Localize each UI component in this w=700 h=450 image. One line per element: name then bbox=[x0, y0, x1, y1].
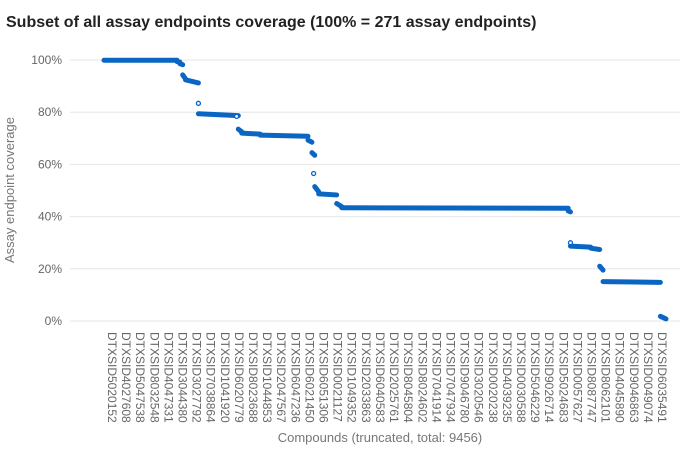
x-axis-title: Compounds (truncated, total: 9456) bbox=[278, 430, 483, 445]
data-point-cluster bbox=[565, 208, 573, 215]
x-tick-label: DTXSID6040583 bbox=[373, 332, 387, 423]
data-point-cluster bbox=[597, 263, 606, 273]
x-tick-label: DTXSID7038864 bbox=[204, 332, 218, 423]
x-tick-label: DTXSID4047331 bbox=[161, 332, 175, 423]
x-tick-label: DTXSID6035491 bbox=[655, 332, 669, 423]
x-tick-label: DTXSID8062101 bbox=[599, 332, 613, 423]
data-point-cluster bbox=[257, 132, 311, 139]
data-series bbox=[101, 57, 669, 322]
data-point-cluster bbox=[177, 61, 186, 68]
data-point-cluster bbox=[305, 137, 315, 145]
x-tick-label: DTXSID1049352 bbox=[345, 332, 359, 423]
x-tick-label: DTXSID6020779 bbox=[232, 332, 246, 423]
x-tick-label: DTXSID0030588 bbox=[514, 332, 528, 423]
data-point-cluster bbox=[182, 77, 201, 86]
chart-title: Subset of all assay endpoints coverage (… bbox=[6, 14, 537, 31]
y-tick-label: 60% bbox=[38, 157, 62, 171]
x-tick-label: DTXSID2033863 bbox=[359, 332, 373, 423]
gridlines bbox=[70, 59, 680, 322]
y-tick-label: 100% bbox=[31, 53, 62, 67]
x-tick-label: DTXSID0020238 bbox=[486, 332, 500, 423]
x-tick-label: DTXSID3020546 bbox=[472, 332, 486, 423]
data-point-cluster bbox=[312, 184, 322, 195]
data-point-cluster bbox=[239, 130, 263, 137]
x-tick-label: DTXSID6021450 bbox=[302, 332, 316, 423]
x-tick-label: DTXSID1044853 bbox=[260, 332, 274, 423]
x-tick-label: DTXSID4027608 bbox=[119, 332, 133, 423]
x-tick-label: DTXSID6047236 bbox=[288, 332, 302, 423]
x-tick-label: DTXSID0057627 bbox=[570, 332, 584, 423]
data-point-cluster bbox=[316, 191, 340, 198]
x-tick-label: DTXSID5046229 bbox=[528, 332, 542, 423]
x-tick-label: DTXSID8023688 bbox=[246, 332, 260, 423]
x-tick-label: DTXSID0021127 bbox=[331, 332, 345, 422]
data-point-cluster bbox=[657, 313, 669, 322]
x-tick-label: DTXSID0049074 bbox=[641, 332, 655, 423]
x-tick-label: DTXSID9026714 bbox=[542, 332, 556, 423]
x-tick-label: DTXSID3044380 bbox=[176, 332, 190, 423]
x-tick-label: DTXSID8032548 bbox=[147, 332, 161, 423]
x-tick-label: DTXSID2047567 bbox=[274, 332, 288, 423]
x-tick-label: DTXSID5020152 bbox=[105, 332, 119, 423]
x-tick-label: DTXSID4045890 bbox=[613, 332, 627, 423]
x-tick-label: DTXSID3027792 bbox=[190, 332, 204, 423]
y-axis-title: Assay endpoint coverage bbox=[2, 117, 17, 263]
x-tick-label: DTXSID8087747 bbox=[585, 332, 599, 423]
x-tick-label: DTXSID7047934 bbox=[444, 332, 458, 423]
x-tick-label: DTXSID2025761 bbox=[387, 332, 401, 423]
data-point-cluster bbox=[309, 150, 318, 158]
data-point-cluster bbox=[567, 243, 594, 250]
y-tick-label: 20% bbox=[38, 262, 62, 276]
x-tick-label: DTXSID9046780 bbox=[458, 332, 472, 423]
data-point-cluster bbox=[195, 111, 241, 119]
y-tick-label: 0% bbox=[45, 314, 63, 328]
x-tick-label: DTXSID5024683 bbox=[556, 332, 570, 423]
data-point bbox=[310, 170, 317, 177]
data-point bbox=[567, 240, 574, 246]
y-tick-label: 40% bbox=[38, 210, 62, 224]
x-tick-label: DTXSID5047538 bbox=[133, 332, 147, 423]
x-axis-ticks: DTXSID5020152 DTXSID4027608 DTXSID5047538 D… bbox=[105, 332, 669, 423]
y-axis-ticks: 0% 20% 40% 60% 80% 100% bbox=[31, 53, 62, 328]
x-tick-label: DTXSID8024602 bbox=[415, 332, 429, 423]
x-tick-label: DTXSID9046863 bbox=[627, 332, 641, 423]
x-tick-label: DTXSID6051306 bbox=[317, 332, 331, 423]
data-point bbox=[233, 113, 240, 120]
y-tick-label: 80% bbox=[38, 105, 62, 119]
data-point-cluster bbox=[588, 245, 603, 252]
x-tick-label: DTXSID7041914 bbox=[429, 332, 443, 423]
data-point bbox=[195, 100, 202, 106]
data-point-cluster bbox=[339, 205, 571, 211]
x-tick-label: DTXSID4039235 bbox=[500, 332, 514, 423]
x-tick-label: DTXSID8045804 bbox=[401, 332, 415, 423]
x-tick-label: DTXSID1041920 bbox=[218, 332, 232, 423]
data-point-cluster bbox=[600, 279, 663, 285]
